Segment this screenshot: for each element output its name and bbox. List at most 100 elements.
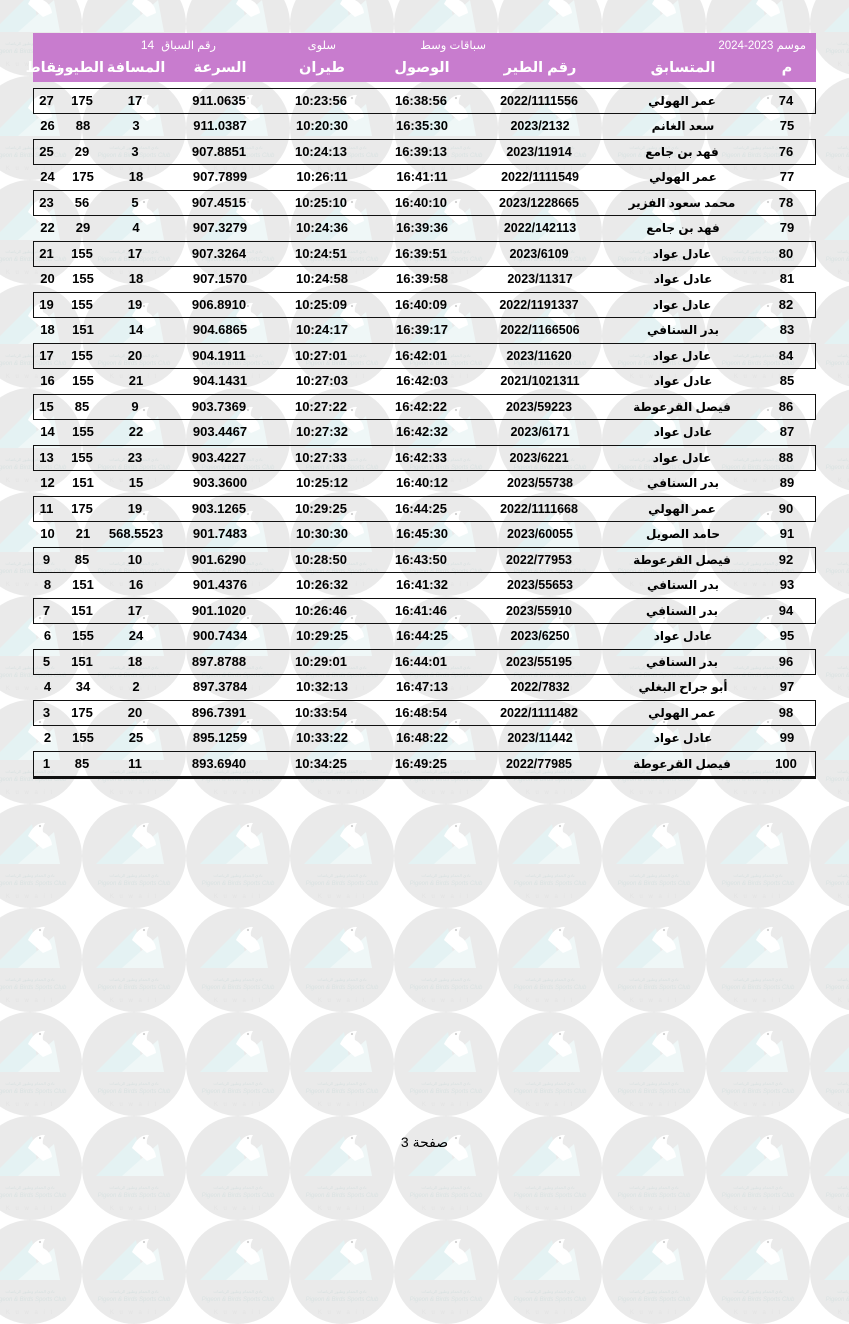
column-header-ring: رقم الطير <box>503 60 577 76</box>
pigeon-logo-icon <box>720 1238 788 1280</box>
table-row[interactable]: 97 أبو جراح البغلي 2022/7832 16:47:13 10:32:… <box>33 675 816 701</box>
bird-ring-number: 2023/6221 <box>509 451 569 465</box>
table-row[interactable]: 95 عادل عواد 2023/6250 16:44:25 10:29:25 900.… <box>33 624 816 650</box>
flight-time: 10:25:10 <box>294 195 348 210</box>
table-row[interactable]: 75 سعد الغانم 2023/2132 16:35:30 10:20:30 911… <box>33 114 816 140</box>
table-row[interactable]: 76 فهد بن جامع 2023/11914 16:39:13 10:24:13 9… <box>33 139 816 165</box>
table-row[interactable]: 96 بدر السنافي 2023/55195 16:44:01 10:29:01 8… <box>33 649 816 675</box>
distance-value: 19 <box>127 297 143 312</box>
table-row[interactable]: 85 عادل عواد 2021/1021311 16:42:03 10:27:03 9… <box>33 369 816 395</box>
result-index: 97 <box>779 678 795 694</box>
points-value: 14 <box>40 423 55 439</box>
table-bottom-rule <box>33 776 816 779</box>
table-row[interactable]: 93 بدر السنافي 2023/55653 16:41:32 10:26:32 9… <box>33 573 816 599</box>
distance-value: 9 <box>131 399 139 414</box>
table-row[interactable]: 81 عادل عواد 2023/11317 16:39:58 10:24:58 907… <box>33 267 816 293</box>
table-row[interactable]: 89 بدر السنافي 2023/55738 16:40:12 10:25:12 9… <box>33 471 816 497</box>
race-number-value: 14 <box>140 38 155 52</box>
table-row[interactable]: 80 عادل عواد 2023/6109 16:39:51 10:24:51 907.… <box>33 241 816 267</box>
arrival-time: 16:41:11 <box>396 168 448 184</box>
bird-ring-number: 2022/1166506 <box>500 322 580 337</box>
table-row[interactable]: 77 عمر الهولي 2022/1111549 16:41:11 10:26:11… <box>33 165 816 191</box>
competitor-name: عمر الهولي <box>648 94 716 108</box>
arrival-time: 16:38:56 <box>394 93 448 108</box>
table-row[interactable]: 91 حامد الصويل 2023/60055 16:45:30 10:30:30 9… <box>33 522 816 548</box>
distance-value: 10 <box>127 552 143 567</box>
points-value: 16 <box>40 372 55 388</box>
competitor-name: بدر السنافي <box>647 475 719 490</box>
race-number-label: رقم السباق <box>161 40 216 52</box>
points-value: 4 <box>43 678 52 694</box>
speed-value: 904.1431 <box>192 372 248 388</box>
result-index: 80 <box>778 246 794 261</box>
flight-time: 10:27:22 <box>294 399 348 414</box>
competitor-name: عادل عواد <box>652 451 712 465</box>
birds-count: 155 <box>71 297 93 312</box>
column-header-arrival: الوصول <box>394 60 450 76</box>
table-row[interactable]: 88 عادل عواد 2023/6221 16:42:33 10:27:33 903.… <box>33 445 816 471</box>
points-value: 15 <box>39 399 54 414</box>
distance-value: 23 <box>127 450 143 465</box>
bird-ring-number: 2022/1191337 <box>499 298 579 312</box>
distance-value: 18 <box>128 270 144 286</box>
race-type-label: سباقات وسط <box>420 40 486 52</box>
bird-ring-number: 2023/11442 <box>507 730 573 745</box>
table-row[interactable]: 74 عمر الهولي 2022/1111556 16:38:56 10:23:56… <box>33 88 816 114</box>
competitor-name: بدر السنافي <box>647 577 719 592</box>
points-value: 18 <box>40 321 55 337</box>
table-row[interactable]: 90 عمر الهولي 2022/1111668 16:44:25 10:29:25… <box>33 496 816 522</box>
points-value: 9 <box>42 552 51 567</box>
flight-time: 10:26:11 <box>296 168 348 184</box>
table-row[interactable]: 84 عادل عواد 2023/11620 16:42:01 10:27:01 904… <box>33 343 816 369</box>
birds-count: 155 <box>71 450 93 465</box>
result-index: 92 <box>778 552 794 567</box>
speed-value: 897.3784 <box>192 678 248 694</box>
table-row[interactable]: 86 فيصل القرعوطة 2023/59223 16:42:22 10:27:2… <box>33 394 816 420</box>
birds-count: 151 <box>71 654 93 669</box>
table-row[interactable]: 78 محمد سعود الفزير 2023/1228665 16:40:10 10… <box>33 190 816 216</box>
result-index: 89 <box>779 474 795 490</box>
points-value: 20 <box>40 270 55 286</box>
distance-value: 21 <box>128 372 144 388</box>
bird-ring-number: 2023/55195 <box>505 655 573 669</box>
speed-value: 901.7483 <box>192 525 248 541</box>
table-row[interactable]: 99 عادل عواد 2023/11442 16:48:22 10:33:22 895… <box>33 726 816 752</box>
page-footer: صفحة 3 <box>400 1134 449 1150</box>
distance-value: 14 <box>128 321 144 337</box>
table-row[interactable]: 98 عمر الهولي 2022/1111482 16:48:54 10:33:54… <box>33 700 816 726</box>
distance-value: 20 <box>127 348 143 363</box>
bird-ring-number: 2021/1021311 <box>500 373 580 388</box>
points-value: 5 <box>42 654 51 669</box>
flight-time: 10:24:17 <box>295 321 349 337</box>
speed-value: 911.0387 <box>193 117 247 133</box>
results-table-body: 74 عمر الهولي 2022/1111556 16:38:56 10:23:56… <box>33 88 816 777</box>
table-row[interactable]: 94 بدر السنافي 2023/55910 16:41:46 10:26:46 9… <box>33 598 816 624</box>
table-row[interactable]: 100 فيصل القرعوطة 2022/77985 16:49:25 10:34:… <box>33 751 816 777</box>
arrival-time: 16:41:46 <box>394 603 448 618</box>
bird-ring-number: 2022/142113 <box>503 220 577 235</box>
column-header-points: نقاط <box>25 60 62 76</box>
flight-time: 10:25:12 <box>295 474 349 490</box>
table-row[interactable]: 82 عادل عواد 2022/1191337 16:40:09 10:25:09 9… <box>33 292 816 318</box>
competitor-name: فهد بن جامع <box>645 145 719 159</box>
competitor-name: عادل عواد <box>653 730 713 745</box>
table-row[interactable]: 83 بدر السنافي 2022/1166506 16:39:17 10:24:1… <box>33 318 816 344</box>
arrival-time: 16:39:51 <box>394 246 448 261</box>
speed-value: 903.4227 <box>191 450 247 465</box>
table-row[interactable]: 79 فهد بن جامع 2022/142113 16:39:36 10:24:36… <box>33 216 816 242</box>
flight-time: 10:28:50 <box>294 552 348 567</box>
result-index: 77 <box>779 168 795 184</box>
distance-value: 568.5523 <box>108 525 164 541</box>
column-header-speed: السرعة <box>193 60 247 76</box>
column-header-index: م <box>781 60 793 76</box>
speed-value: 904.6865 <box>192 321 248 337</box>
table-row[interactable]: 87 عادل عواد 2023/6171 16:42:32 10:27:32 903.… <box>33 420 816 446</box>
speed-value: 895.1259 <box>192 729 248 745</box>
distance-value: 17 <box>127 93 143 108</box>
competitor-name: عادل عواد <box>652 349 712 363</box>
competitor-name: فيصل القرعوطة <box>633 757 731 771</box>
flight-time: 10:27:01 <box>294 348 348 363</box>
table-row[interactable]: 92 فيصل القرعوطة 2022/77953 16:43:50 10:28:5… <box>33 547 816 573</box>
speed-value: 893.6940 <box>191 756 247 771</box>
